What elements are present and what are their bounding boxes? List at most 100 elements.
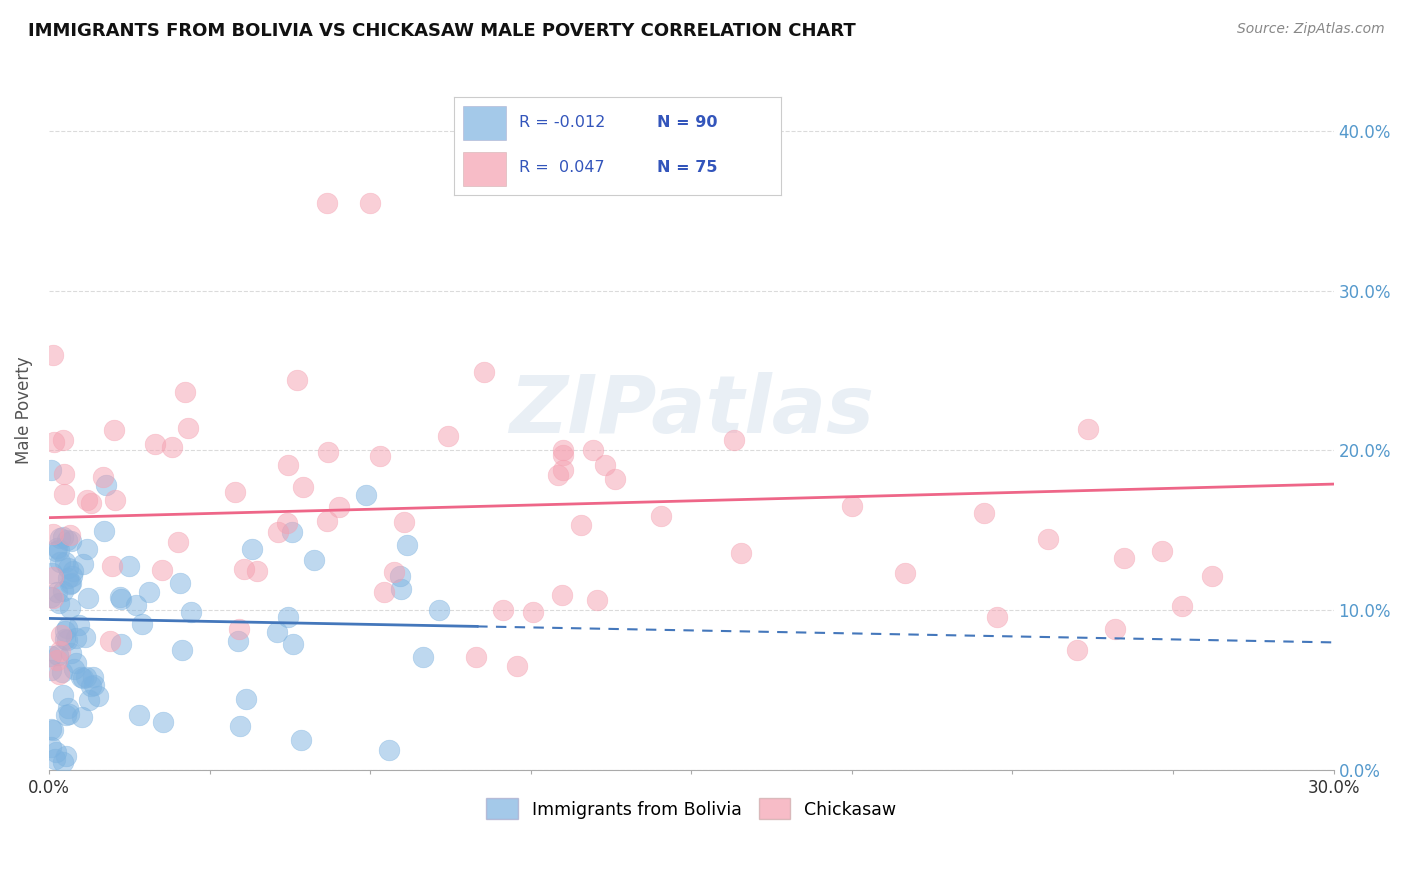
Point (93, 524, 115, 538)
Point (1170, 599, 1192, 613)
Point (49, 555, 72, 569)
Point (277, 610, 299, 624)
Point (39, 590, 62, 604)
Point (53, 487, 76, 501)
Point (605, 473, 627, 487)
Point (281, 524, 304, 539)
Point (396, 538, 419, 552)
Point (58, 706, 80, 721)
Point (650, 509, 672, 524)
Point (104, 493, 127, 508)
Point (45, 584, 67, 599)
Point (1104, 622, 1126, 636)
Point (42, 435, 65, 450)
Point (180, 605, 202, 619)
Point (551, 588, 574, 602)
Point (266, 625, 288, 640)
Point (359, 195, 381, 210)
Point (224, 485, 246, 500)
Point (55, 748, 77, 763)
Point (39, 463, 62, 477)
Point (1201, 569, 1223, 583)
Point (60, 533, 83, 548)
Point (973, 506, 995, 520)
Point (42, 570, 65, 584)
Point (41, 566, 63, 580)
Point (246, 564, 269, 578)
Point (1036, 532, 1059, 546)
Point (48, 667, 70, 681)
Point (377, 743, 399, 757)
Point (56, 632, 79, 647)
Point (70, 670, 93, 684)
Y-axis label: Male Poverty: Male Poverty (15, 357, 32, 465)
Point (436, 429, 458, 443)
Point (45, 544, 67, 558)
Point (290, 732, 312, 747)
Point (316, 514, 339, 528)
Point (730, 546, 752, 560)
Point (98, 634, 121, 648)
Point (110, 638, 132, 652)
Point (48, 596, 70, 610)
Text: IMMIGRANTS FROM BOLIVIA VS CHICKASAW MALE POVERTY CORRELATION CHART: IMMIGRANTS FROM BOLIVIA VS CHICKASAW MAL… (28, 22, 856, 40)
Point (48, 542, 70, 557)
Point (108, 590, 131, 604)
Point (316, 445, 339, 459)
Point (80, 495, 103, 509)
Point (143, 436, 166, 450)
Point (392, 515, 415, 529)
Point (55, 555, 77, 569)
Point (45, 745, 67, 759)
Point (373, 585, 395, 599)
Point (226, 634, 249, 648)
Point (79, 693, 101, 707)
Point (42, 348, 65, 362)
Point (118, 558, 141, 573)
Point (103, 423, 125, 437)
Point (56, 701, 79, 715)
Point (87, 689, 110, 703)
Point (328, 500, 350, 514)
Point (42, 527, 65, 541)
Point (76, 542, 98, 557)
Point (42, 591, 65, 606)
Point (569, 517, 592, 532)
Point (152, 715, 174, 730)
Point (506, 658, 529, 673)
Point (82, 669, 104, 683)
Point (58, 571, 80, 585)
Point (841, 499, 863, 513)
Point (79, 679, 101, 693)
Point (128, 708, 150, 723)
Point (170, 643, 193, 657)
Point (235, 692, 257, 706)
Point (63, 661, 86, 675)
Point (586, 592, 609, 607)
Point (60, 568, 83, 582)
Point (427, 603, 450, 617)
Point (39, 663, 62, 677)
Point (41, 722, 63, 736)
Point (1152, 544, 1174, 558)
Point (110, 591, 132, 606)
Point (56, 561, 79, 575)
Point (894, 566, 917, 580)
Point (492, 603, 515, 617)
Point (228, 623, 250, 637)
Point (72, 671, 94, 685)
Point (53, 467, 76, 481)
Point (53, 632, 76, 646)
Point (39, 648, 62, 663)
Point (177, 421, 200, 435)
Point (465, 649, 488, 664)
Point (56, 621, 79, 635)
Point (229, 719, 252, 733)
Point (354, 488, 377, 502)
Point (382, 565, 405, 579)
Point (166, 535, 188, 549)
Point (59, 577, 82, 591)
Point (553, 463, 575, 477)
Point (232, 561, 254, 575)
Point (1066, 643, 1088, 657)
